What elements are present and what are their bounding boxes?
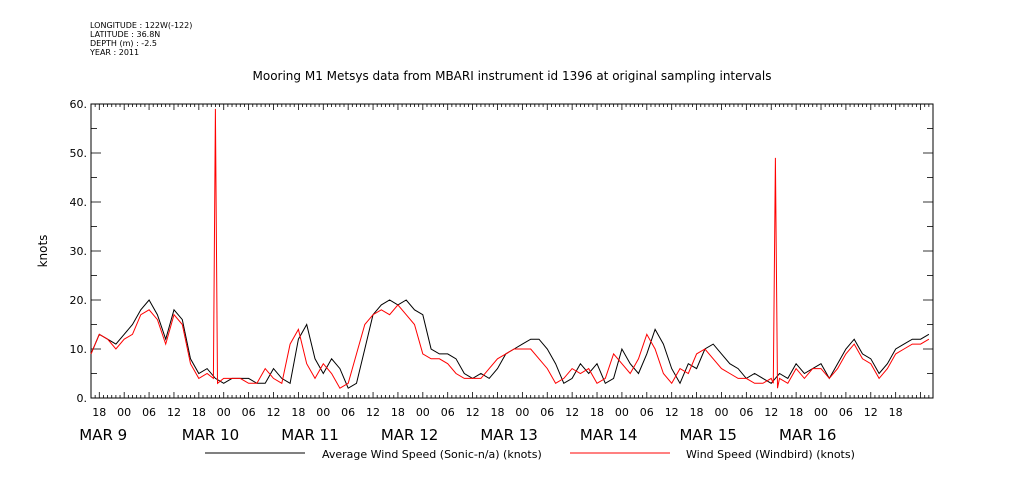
x-tick-label: 00 <box>416 406 430 419</box>
y-tick-label: 0. <box>77 392 88 405</box>
y-tick-label: 20. <box>70 294 88 307</box>
x-tick-label: 00 <box>714 406 728 419</box>
x-tick-label: 00 <box>515 406 529 419</box>
longitude-text: LONGITUDE : 122W(-122) <box>90 21 193 30</box>
series-layer <box>90 108 930 389</box>
x-tick-label: 00 <box>316 406 330 419</box>
x-tick-label: 06 <box>839 406 853 419</box>
x-tick-label: 18 <box>391 406 405 419</box>
y-tick-label: 40. <box>70 196 88 209</box>
legend-label-average-wind: Average Wind Speed (Sonic-n/a) (knots) <box>322 448 542 461</box>
x-tick-label: 12 <box>466 406 480 419</box>
x-tick-label: 12 <box>764 406 778 419</box>
depth-text: DEPTH (m) : -2.5 <box>90 39 157 48</box>
day-label: MAR 15 <box>679 426 736 444</box>
x-tick-label: 06 <box>540 406 554 419</box>
x-tick-label: 12 <box>167 406 181 419</box>
day-label: MAR 9 <box>79 426 127 444</box>
x-tick-label: 06 <box>341 406 355 419</box>
x-tick-label: 00 <box>615 406 629 419</box>
x-tick-label: 18 <box>789 406 803 419</box>
x-tick-label: 18 <box>690 406 704 419</box>
x-tick-label: 12 <box>665 406 679 419</box>
x-tick-label: 18 <box>192 406 206 419</box>
latitude-text: LATITUDE : 36.8N <box>90 30 161 39</box>
x-tick-label: 18 <box>590 406 604 419</box>
x-tick-label: 06 <box>739 406 753 419</box>
chart-title: Mooring M1 Metsys data from MBARI instru… <box>253 69 772 83</box>
x-tick-label: 00 <box>814 406 828 419</box>
day-label: MAR 12 <box>381 426 438 444</box>
x-tick-label: 06 <box>640 406 654 419</box>
x-tick-label: 00 <box>217 406 231 419</box>
y-tick-label: 60. <box>70 98 88 111</box>
day-label: MAR 11 <box>281 426 338 444</box>
x-tick-label: 18 <box>291 406 305 419</box>
axis-ticks <box>90 103 934 399</box>
x-tick-label: 06 <box>441 406 455 419</box>
x-tick-label: 18 <box>490 406 504 419</box>
station-metadata: LONGITUDE : 122W(-122) LATITUDE : 36.8N … <box>90 21 192 57</box>
day-label: MAR 14 <box>580 426 637 444</box>
y-axis-label: knots <box>36 235 50 268</box>
x-tick-label: 12 <box>864 406 878 419</box>
day-label: MAR 13 <box>480 426 537 444</box>
year-text: YEAR : 2011 <box>90 48 140 57</box>
day-label: MAR 16 <box>779 426 836 444</box>
x-tick-label: 06 <box>242 406 256 419</box>
x-tick-label: 12 <box>267 406 281 419</box>
x-tick-label: 18 <box>92 406 106 419</box>
x-tick-label: 18 <box>889 406 903 419</box>
day-label: MAR 10 <box>182 426 239 444</box>
series-line-windbird <box>90 108 930 389</box>
x-tick-label: 06 <box>142 406 156 419</box>
x-tick-label: 12 <box>565 406 579 419</box>
y-tick-label: 50. <box>70 147 88 160</box>
legend-label-windbird: Wind Speed (Windbird) (knots) <box>686 448 855 461</box>
x-tick-label: 12 <box>366 406 380 419</box>
axis-labels: 0. 10. 20. 30. 40. 50. 60. 18 00 06 12 18 00 06 12 18 00… <box>70 98 903 444</box>
y-tick-label: 30. <box>70 245 88 258</box>
x-tick-label: 00 <box>117 406 131 419</box>
y-tick-label: 10. <box>70 343 88 356</box>
legend: Average Wind Speed (Sonic-n/a) (knots) W… <box>205 448 855 461</box>
